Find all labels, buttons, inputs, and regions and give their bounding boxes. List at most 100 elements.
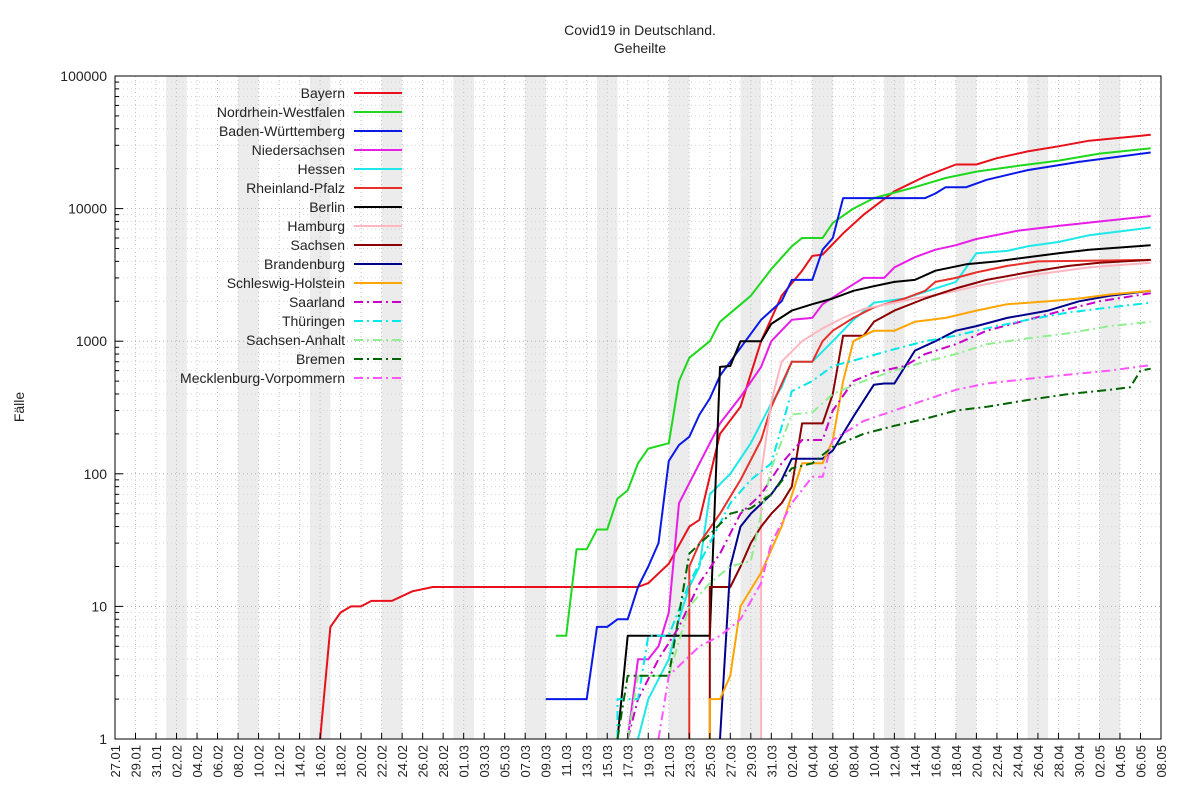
- x-tick-label: 06.02: [211, 745, 226, 778]
- legend-label: Hessen: [298, 161, 345, 177]
- x-tick-label: 04.05: [1113, 745, 1128, 778]
- legend-label: Berlin: [309, 199, 345, 215]
- series-line: [626, 320, 1151, 740]
- x-tick-label: 02.04: [785, 745, 800, 778]
- x-tick-label: 18.02: [334, 745, 349, 778]
- x-tick-label: 23.03: [682, 745, 697, 778]
- x-tick-label: 11.03: [559, 745, 574, 777]
- x-tick-label: 05.03: [498, 745, 513, 778]
- x-tick-label: 06.04: [826, 745, 841, 778]
- series-lines: [319, 133, 1151, 740]
- y-tick-label: 1000: [76, 333, 107, 349]
- x-tick-label: 22.04: [990, 745, 1005, 778]
- x-tick-label: 24.02: [395, 745, 410, 778]
- legend-label: Schleswig-Holstein: [227, 275, 345, 291]
- y-tick-label: 10000: [68, 201, 107, 217]
- series-line: [657, 364, 1151, 740]
- y-tick-label: 1: [99, 731, 107, 747]
- chart-subtitle: Geheilte: [614, 40, 666, 56]
- series-line: [626, 215, 1151, 740]
- legend-label: Sachsen-Anhalt: [246, 332, 345, 348]
- x-tick-label: 26.02: [416, 745, 431, 778]
- x-tick-label: 02.05: [1092, 745, 1107, 778]
- weekend-band: [525, 76, 546, 739]
- x-tick-label: 31.03: [764, 745, 779, 778]
- x-tick-label: 14.04: [908, 745, 923, 778]
- series-line: [545, 151, 1151, 701]
- x-tick-label: 13.03: [580, 745, 595, 778]
- grid: [114, 75, 1162, 740]
- x-tick-label: 06.05: [1133, 745, 1148, 778]
- weekend-band: [955, 76, 977, 739]
- x-tick-label: 16.04: [928, 745, 943, 778]
- x-tick-label: 29.03: [744, 745, 759, 778]
- weekend-band: [453, 76, 474, 739]
- plot-frame: [114, 75, 1162, 740]
- legend: Bayern Nordrhein-Westfalen Baden-Württembe…: [180, 85, 402, 386]
- x-tick-label: 08.05: [1154, 745, 1169, 778]
- x-tick-label: 22.02: [375, 745, 390, 778]
- x-tick-label: 12.04: [887, 745, 902, 778]
- x-axis-ticks: 27.01 29.01 31.01 02.02 04.02 06.02 08.02 10.02…: [108, 733, 1169, 778]
- weekend-band: [238, 76, 259, 739]
- weekend-band: [166, 76, 187, 739]
- chart-title: Covid19 in Deutschland.: [564, 22, 716, 38]
- x-tick-label: 08.02: [231, 745, 246, 778]
- weekend-band: [1027, 76, 1049, 739]
- legend-label: Mecklenburg-Vorpommern: [180, 370, 345, 386]
- series-line: [626, 292, 1151, 740]
- x-tick-label: 17.03: [621, 745, 636, 778]
- x-tick-label: 07.03: [518, 745, 533, 778]
- x-tick-label: 04.04: [805, 745, 820, 778]
- legend-label: Saarland: [289, 294, 345, 310]
- series-line: [688, 258, 1151, 739]
- x-tick-label: 10.02: [252, 745, 267, 778]
- x-tick-label: 26.04: [1031, 745, 1046, 778]
- weekend-band: [668, 76, 690, 739]
- x-tick-label: 28.02: [436, 745, 451, 778]
- weekend-band: [381, 76, 403, 739]
- legend-label: Niedersachsen: [252, 142, 345, 158]
- y-tick-label: 10: [91, 598, 107, 614]
- series-line: [708, 258, 1151, 739]
- x-tick-label: 21.03: [662, 745, 677, 778]
- y-axis-label: Fälle: [11, 392, 27, 423]
- series-line: [719, 289, 1151, 740]
- series-line: [616, 244, 1151, 740]
- x-tick-label: 28.04: [1051, 745, 1066, 778]
- weekend-band: [884, 76, 905, 739]
- weekend-band: [1099, 76, 1120, 739]
- legend-label: Baden-Württemberg: [219, 123, 345, 139]
- legend-label: Bremen: [296, 351, 345, 367]
- x-tick-label: 25.03: [703, 745, 718, 778]
- x-tick-label: 02.02: [170, 745, 185, 778]
- x-tick-label: 18.04: [949, 745, 964, 778]
- legend-label: Rheinland-Pfalz: [246, 180, 345, 196]
- legend-label: Bayern: [301, 85, 345, 101]
- x-tick-label: 16.02: [313, 745, 328, 778]
- x-tick-label: 24.04: [1010, 745, 1025, 778]
- y-axis-ticks: 1 10 100 1000 10000 100000: [60, 68, 123, 747]
- x-tick-label: 29.01: [129, 745, 144, 778]
- legend-label: Sachsen: [291, 237, 345, 253]
- x-tick-label: 27.03: [723, 745, 738, 778]
- x-tick-label: 14.02: [293, 745, 308, 778]
- legend-label: Brandenburg: [264, 256, 345, 272]
- weekend-band: [309, 76, 331, 739]
- x-tick-label: 03.03: [477, 745, 492, 778]
- x-tick-label: 04.02: [190, 745, 205, 778]
- weekend-band: [740, 76, 762, 739]
- series-line: [760, 261, 1151, 739]
- legend-label: Thüringen: [282, 313, 345, 329]
- x-tick-label: 10.04: [867, 745, 882, 778]
- weekend-band: [812, 76, 833, 739]
- x-tick-label: 20.02: [354, 745, 369, 778]
- legend-label: Nordrhein-Westfalen: [217, 104, 345, 120]
- y-tick-label: 100: [84, 466, 108, 482]
- x-tick-label: 01.03: [457, 745, 472, 778]
- x-tick-label: 12.02: [272, 745, 287, 778]
- x-tick-label: 08.04: [846, 745, 861, 778]
- weekend-shading: [166, 76, 1120, 739]
- x-tick-label: 31.01: [149, 745, 164, 778]
